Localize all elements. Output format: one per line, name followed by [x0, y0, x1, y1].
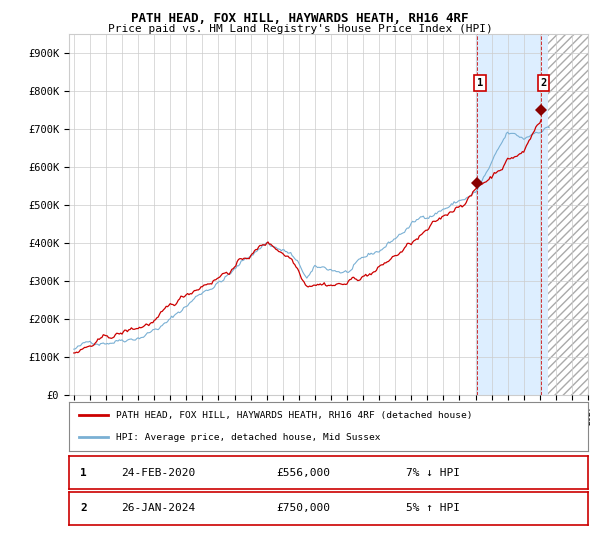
Text: 26-JAN-2024: 26-JAN-2024 [121, 503, 195, 514]
Bar [476, 34, 548, 395]
Text: 2: 2 [80, 503, 87, 514]
Text: £556,000: £556,000 [277, 468, 331, 478]
Text: PATH HEAD, FOX HILL, HAYWARDS HEATH, RH16 4RF (detached house): PATH HEAD, FOX HILL, HAYWARDS HEATH, RH1… [116, 411, 472, 420]
Text: HPI: Average price, detached house, Mid Sussex: HPI: Average price, detached house, Mid … [116, 432, 380, 441]
Text: 7% ↓ HPI: 7% ↓ HPI [406, 468, 460, 478]
Text: PATH HEAD, FOX HILL, HAYWARDS HEATH, RH16 4RF: PATH HEAD, FOX HILL, HAYWARDS HEATH, RH1… [131, 12, 469, 25]
Text: Price paid vs. HM Land Registry's House Price Index (HPI): Price paid vs. HM Land Registry's House … [107, 24, 493, 34]
Text: 5% ↑ HPI: 5% ↑ HPI [406, 503, 460, 514]
Text: 1: 1 [477, 78, 483, 88]
Text: 2: 2 [541, 78, 547, 88]
Bar [548, 34, 588, 395]
Text: 1: 1 [80, 468, 87, 478]
Text: 24-FEB-2020: 24-FEB-2020 [121, 468, 195, 478]
Text: £750,000: £750,000 [277, 503, 331, 514]
